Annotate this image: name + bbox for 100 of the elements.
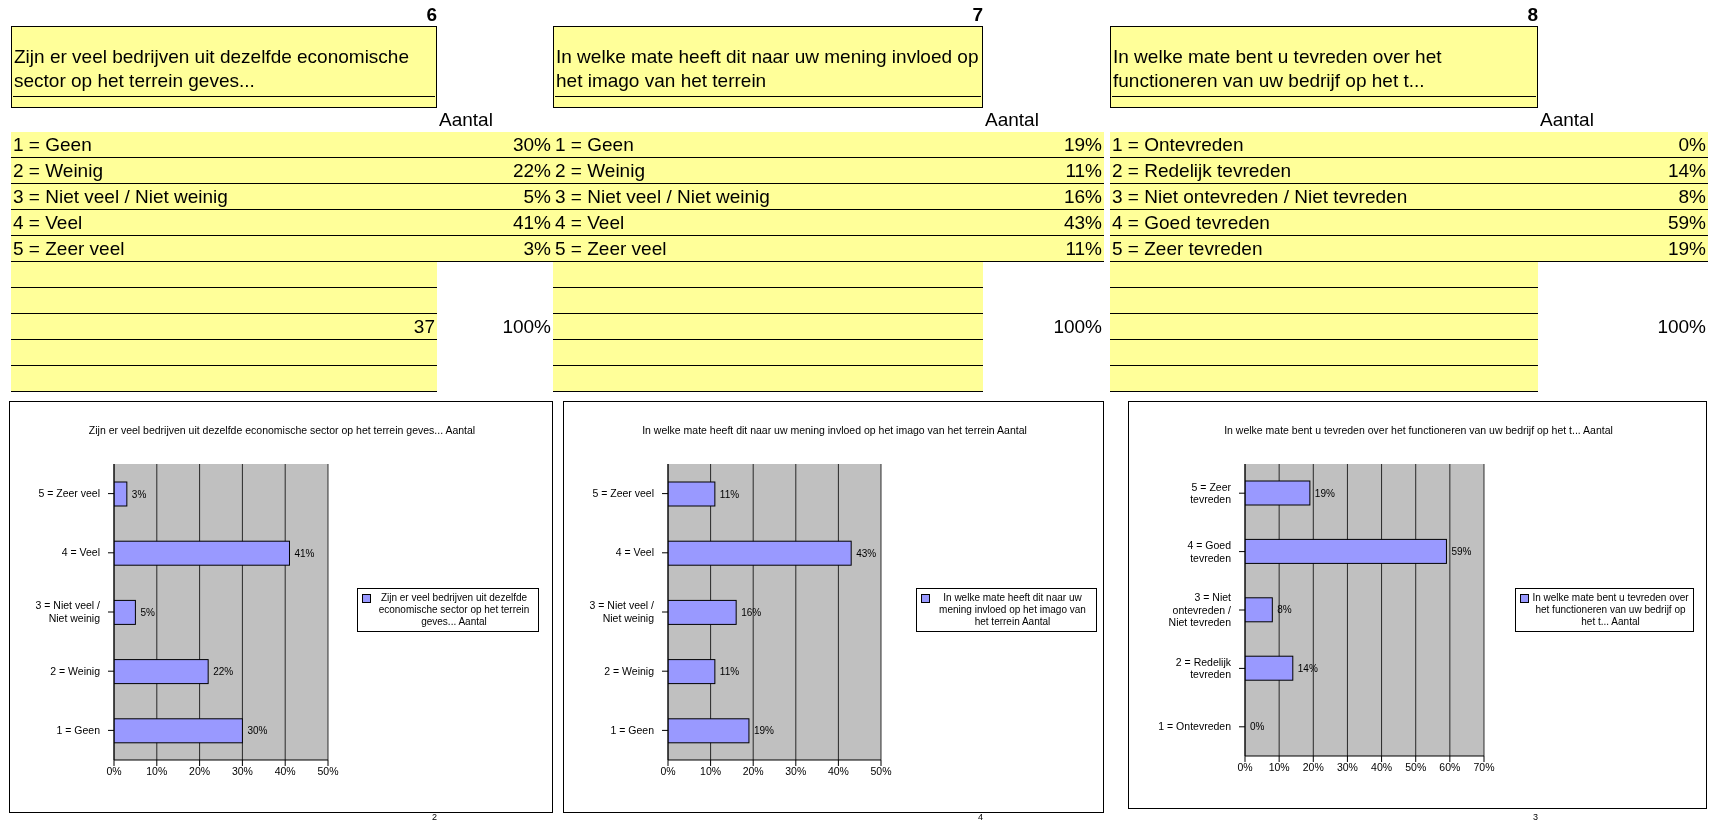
text: 5%: [523, 186, 551, 207]
x-tick-label: 10%: [146, 765, 168, 778]
x-tick-label: 30%: [1336, 761, 1358, 774]
y-tick-label: 2 = Weinig: [50, 664, 101, 677]
y-tick-label: 1 = Geen: [610, 724, 655, 737]
y-tick-label: 1 = Geen: [56, 724, 101, 737]
text: 0%: [1678, 134, 1706, 155]
x-tick-label: 30%: [785, 765, 807, 778]
data-label: 41%: [294, 547, 315, 559]
data-label: 3%: [131, 488, 147, 500]
legend-label: In welke mate heeft dit naar uw mening invloed op het imago van het terrein Aantal: [938, 592, 1087, 628]
data-label: 43%: [856, 547, 877, 559]
data-label: 22%: [213, 666, 234, 678]
x-tick-label: 0%: [106, 765, 122, 778]
text: In welke mate heeft dit naar uw mening invloed op het imago van het terrein: [553, 26, 983, 108]
x-tick-label: 10%: [700, 765, 722, 778]
y-tick-label: 1 = Ontevreden: [1158, 720, 1232, 733]
category-label: 4 = Goed tevreden: [1110, 210, 1538, 236]
text: 30%: [512, 134, 551, 155]
text: 22%: [512, 160, 551, 181]
category-label: 3 = Niet veel / Niet weinig: [11, 184, 437, 210]
text: 100%: [501, 315, 552, 339]
category-label: 2 = Redelijk tevreden: [1110, 158, 1538, 184]
text: Aantal: [984, 108, 1040, 132]
text: 8%: [1678, 186, 1706, 207]
category-label: 3 = Niet veel / Niet weinig: [553, 184, 983, 210]
text: 41%: [512, 212, 551, 233]
text: 4: [977, 812, 983, 822]
x-tick-label: 60%: [1439, 761, 1461, 774]
data-label: 5%: [140, 606, 155, 618]
text: Aantal: [438, 108, 494, 132]
x-tick-label: 40%: [274, 765, 296, 778]
text: 3: [1532, 812, 1538, 822]
x-tick-label: 10%: [1268, 761, 1290, 774]
x-tick-label: 0%: [660, 765, 676, 778]
text: 14%: [1667, 160, 1706, 181]
x-tick-label: 40%: [1371, 761, 1393, 774]
x-tick-label: 50%: [870, 765, 892, 778]
data-label: 11%: [719, 666, 740, 678]
y-tick-label: 3 = Niet veel / Niet weinig: [35, 599, 101, 624]
text: 59%: [1667, 212, 1706, 233]
data-label: 30%: [247, 725, 268, 737]
category-label: 4 = Veel: [11, 210, 437, 236]
x-tick-label: 20%: [189, 765, 211, 778]
data-label: 11%: [719, 488, 740, 500]
text: 8: [1526, 4, 1538, 26]
text: In welke mate bent u tevreden over het functioneren van uw bedrijf op het t...: [1110, 26, 1538, 108]
x-tick-label: 20%: [742, 765, 764, 778]
category-label: 2 = Weinig: [11, 158, 437, 184]
category-label: 5 = Zeer veel: [553, 236, 983, 262]
text: 16%: [1063, 186, 1102, 207]
data-label: 0%: [1250, 721, 1265, 733]
chart-title: Zijn er veel bedrijven uit dezelfde economische sector op het terrein geves... Aantal: [87, 424, 477, 436]
y-tick-label: 5 = Zeer tevreden: [1190, 480, 1232, 506]
x-tick-label: 50%: [317, 765, 339, 778]
x-tick-label: 30%: [231, 765, 253, 778]
text: 3%: [523, 238, 551, 259]
data-label: 19%: [1314, 487, 1335, 499]
y-tick-label: 2 = Redelijk tevreden: [1175, 655, 1232, 681]
x-tick-label: 70%: [1473, 761, 1495, 774]
category-label: 1 = Ontevreden: [1110, 132, 1538, 158]
text: 11%: [1065, 238, 1102, 259]
category-label: 2 = Weinig: [553, 158, 983, 184]
legend-label: In welke mate bent u tevreden over het functioneren van uw bedrijf op het t... Aantal: [1532, 592, 1689, 628]
category-label: 5 = Zeer tevreden: [1110, 236, 1538, 262]
y-tick-label: 3 = Niet veel / Niet weinig: [589, 599, 655, 624]
text: 6: [425, 4, 437, 26]
y-tick-label: 3 = Niet ontevreden / Niet tevreden: [1168, 591, 1232, 629]
data-label: 59%: [1451, 545, 1472, 557]
y-tick-label: 5 = Zeer veel: [592, 487, 654, 500]
y-tick-label: 2 = Weinig: [604, 664, 655, 677]
text: 11%: [1065, 160, 1102, 181]
y-tick-label: 5 = Zeer veel: [38, 487, 100, 500]
x-tick-label: 20%: [1302, 761, 1324, 774]
category-label: 1 = Geen: [553, 132, 983, 158]
text: 2: [431, 812, 437, 822]
data-label: 19%: [753, 725, 775, 737]
x-tick-label: 0%: [1237, 761, 1253, 774]
data-label: 16%: [741, 606, 762, 618]
y-tick-label: 4 = Veel: [615, 546, 654, 559]
legend-label: Zijn er veel bedrijven uit dezelfde economische sector op het terrein geves... Aantal: [377, 592, 531, 628]
y-tick-label: 4 = Veel: [61, 546, 100, 559]
category-label: 3 = Niet ontevreden / Niet tevreden: [1110, 184, 1538, 210]
text: Aantal: [1539, 108, 1595, 132]
x-tick-label: 50%: [1405, 761, 1427, 774]
text: 19%: [1063, 134, 1102, 155]
text: Zijn er veel bedrijven uit dezelfde economische sector op het terrein geves...: [11, 26, 437, 108]
text: 43%: [1063, 212, 1102, 233]
chart-title: In welke mate bent u tevreden over het functioneren van uw bedrijf op het t... Aantal: [1223, 424, 1614, 436]
text: 7: [971, 4, 983, 26]
y-tick-label: 4 = Goed tevreden: [1187, 538, 1232, 564]
chart-title: In welke mate heeft dit naar uw mening invloed op het imago van het terrein Aantal: [641, 424, 1028, 436]
data-label: 8%: [1277, 604, 1292, 616]
category-label: 4 = Veel: [553, 210, 983, 236]
text: 19%: [1667, 238, 1706, 259]
text: 37: [11, 314, 437, 340]
text: 100%: [1052, 315, 1103, 339]
text: 100%: [1656, 315, 1707, 339]
x-tick-label: 40%: [827, 765, 849, 778]
category-label: 1 = Geen: [11, 132, 437, 158]
